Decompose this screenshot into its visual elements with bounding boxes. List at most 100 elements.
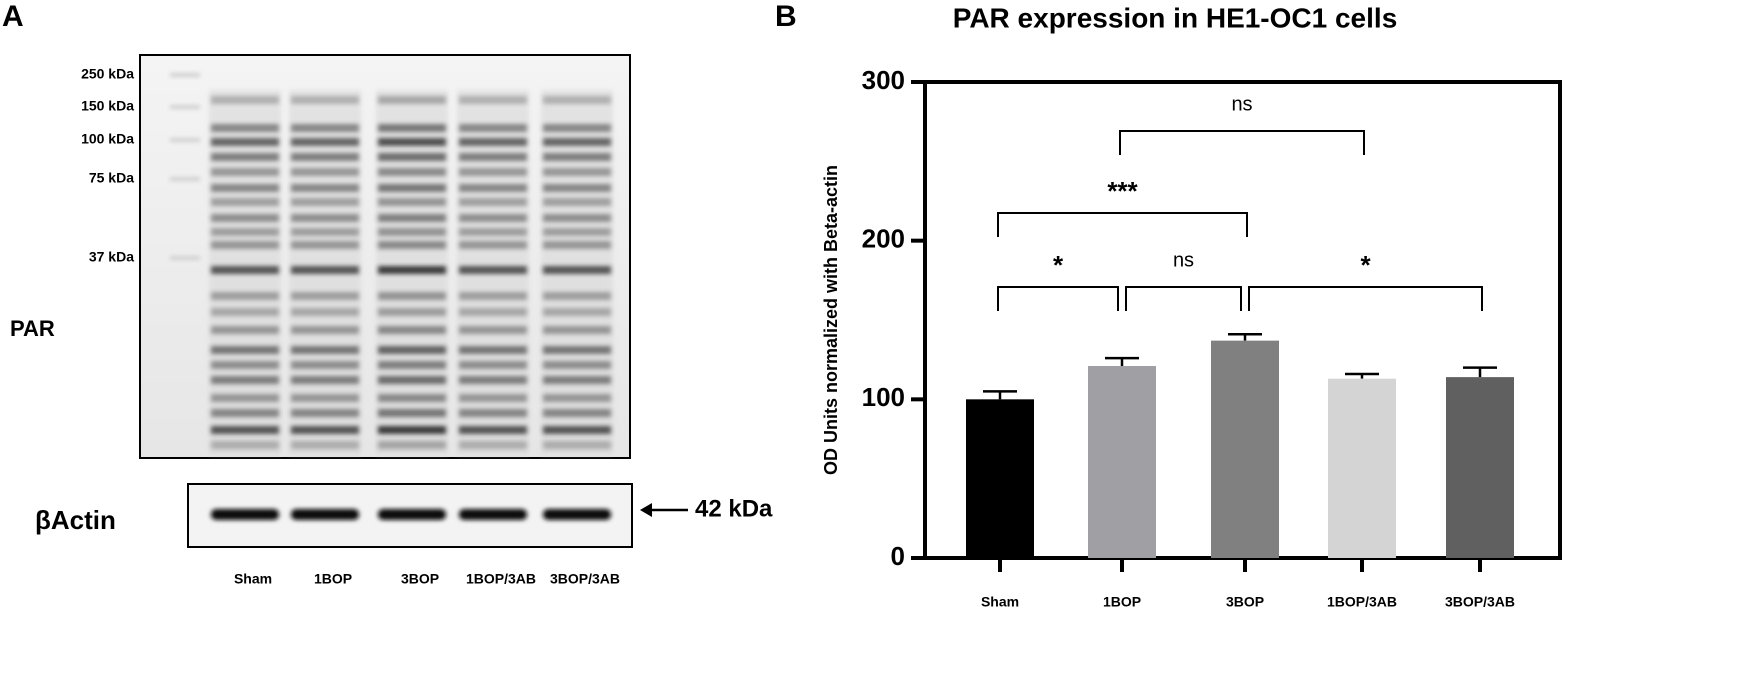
marker-label: 250 kDa bbox=[81, 66, 134, 82]
marker-label: 150 kDa bbox=[81, 98, 134, 114]
bar bbox=[1328, 378, 1396, 558]
band bbox=[459, 326, 527, 334]
band bbox=[459, 96, 527, 104]
band bbox=[543, 266, 611, 274]
y-axis-label: OD Units normalized with Beta-actin bbox=[821, 165, 841, 475]
band bbox=[378, 346, 446, 354]
band bbox=[291, 168, 359, 176]
significance-bracket bbox=[997, 212, 1248, 237]
band bbox=[378, 266, 446, 274]
x-tick-label: 1BOP/3AB bbox=[1327, 594, 1397, 610]
band bbox=[211, 266, 279, 274]
band bbox=[543, 184, 611, 192]
band bbox=[459, 138, 527, 146]
y-tick-label: 100 bbox=[862, 382, 905, 412]
band bbox=[291, 184, 359, 192]
band bbox=[211, 228, 279, 236]
band bbox=[543, 361, 611, 369]
band bbox=[211, 326, 279, 334]
bar bbox=[1088, 366, 1156, 558]
band bbox=[459, 241, 527, 249]
band bbox=[211, 153, 279, 161]
blot-label: PAR bbox=[10, 316, 55, 341]
band bbox=[211, 394, 279, 402]
band bbox=[543, 96, 611, 104]
blot-bands bbox=[170, 73, 613, 455]
band bbox=[291, 124, 359, 132]
band bbox=[211, 346, 279, 354]
bar bbox=[1211, 340, 1279, 558]
band bbox=[543, 394, 611, 402]
band bbox=[459, 376, 527, 384]
ladder-band bbox=[170, 73, 200, 77]
band bbox=[291, 441, 359, 449]
ladder-band bbox=[170, 177, 200, 181]
actin-band bbox=[459, 509, 527, 520]
band bbox=[291, 426, 359, 434]
band bbox=[459, 308, 527, 316]
marker-label: 37 kDa bbox=[89, 249, 134, 265]
band bbox=[543, 426, 611, 434]
band bbox=[543, 409, 611, 417]
band bbox=[459, 168, 527, 176]
band bbox=[211, 198, 279, 206]
band bbox=[459, 394, 527, 402]
band bbox=[459, 441, 527, 449]
lane-label: 1BOP/3AB bbox=[466, 571, 536, 587]
band bbox=[291, 326, 359, 334]
y-tick-label: 300 bbox=[862, 65, 905, 95]
band bbox=[378, 292, 446, 300]
band bbox=[543, 346, 611, 354]
band bbox=[291, 292, 359, 300]
ladder-band bbox=[170, 256, 200, 260]
significance-label: *** bbox=[1107, 176, 1138, 206]
band bbox=[211, 96, 279, 104]
ladder-band bbox=[170, 138, 200, 142]
band bbox=[291, 308, 359, 316]
loading-label: βActin bbox=[35, 505, 116, 535]
band bbox=[291, 198, 359, 206]
band bbox=[211, 214, 279, 222]
band bbox=[459, 153, 527, 161]
x-tick-label: 1BOP bbox=[1103, 594, 1141, 610]
band bbox=[291, 266, 359, 274]
band bbox=[211, 168, 279, 176]
band bbox=[211, 376, 279, 384]
band bbox=[378, 241, 446, 249]
x-tick-label: 3BOP bbox=[1226, 594, 1264, 610]
band bbox=[211, 184, 279, 192]
marker-label: 100 kDa bbox=[81, 131, 134, 147]
band bbox=[291, 138, 359, 146]
x-tick-label: 3BOP/3AB bbox=[1445, 594, 1515, 610]
significance-label: ns bbox=[1231, 93, 1252, 115]
band bbox=[543, 376, 611, 384]
chart-title: PAR expression in HE1-OC1 cells bbox=[953, 2, 1398, 33]
actin-band bbox=[378, 509, 446, 520]
band bbox=[211, 124, 279, 132]
band bbox=[211, 308, 279, 316]
actin-bands bbox=[211, 509, 611, 520]
band bbox=[543, 228, 611, 236]
band bbox=[543, 241, 611, 249]
band bbox=[378, 441, 446, 449]
band bbox=[378, 361, 446, 369]
bar bbox=[966, 399, 1034, 558]
band bbox=[378, 228, 446, 236]
band bbox=[543, 292, 611, 300]
band bbox=[291, 241, 359, 249]
band bbox=[211, 361, 279, 369]
band bbox=[291, 214, 359, 222]
band bbox=[459, 184, 527, 192]
y-tick-label: 200 bbox=[862, 224, 905, 254]
x-tick-label: Sham bbox=[981, 594, 1019, 610]
band bbox=[378, 409, 446, 417]
band bbox=[291, 153, 359, 161]
band bbox=[459, 198, 527, 206]
band bbox=[543, 168, 611, 176]
y-tick-label: 0 bbox=[891, 541, 905, 571]
band bbox=[543, 153, 611, 161]
band bbox=[378, 376, 446, 384]
significance-bracket bbox=[1119, 130, 1365, 155]
lane-label: 1BOP bbox=[314, 571, 352, 587]
significance-label: ns bbox=[1173, 249, 1194, 271]
